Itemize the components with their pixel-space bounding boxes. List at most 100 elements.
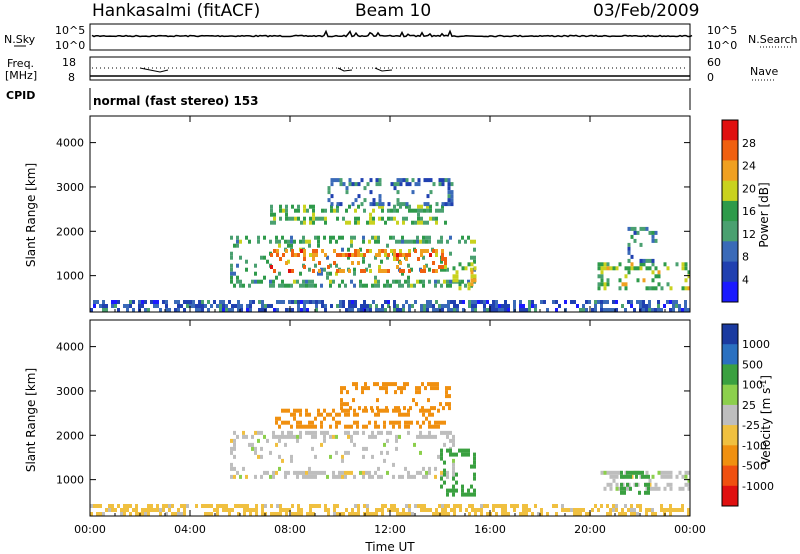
heatmap-cell — [470, 274, 474, 279]
heatmap-cell — [135, 512, 138, 516]
heatmap-cell — [426, 249, 429, 253]
heatmap-cell — [398, 239, 401, 244]
heatmap-cell — [359, 247, 362, 252]
heatmap-cell — [345, 186, 349, 191]
heatmap-cell — [263, 255, 266, 260]
heatmap-cell — [332, 408, 335, 413]
heatmap-cell — [353, 442, 356, 447]
heatmap-cell — [303, 216, 306, 221]
power-ylabel: Slant Range [km] — [24, 163, 38, 267]
heatmap-cell — [615, 482, 619, 487]
heatmap-cell — [324, 220, 327, 225]
heatmap-cell — [435, 208, 438, 213]
heatmap-cell — [249, 304, 252, 308]
heatmap-cell — [249, 512, 252, 516]
heatmap-cell — [432, 308, 435, 312]
heatmap-cell — [284, 420, 287, 425]
heatmap-cell — [279, 512, 282, 516]
heatmap-cell — [359, 279, 362, 284]
heatmap-cell — [473, 452, 476, 457]
heatmap-cell — [201, 308, 204, 312]
heatmap-cell — [663, 470, 667, 475]
heatmap-cell — [465, 508, 468, 512]
heatmap-cell — [408, 304, 411, 308]
heatmap-cell — [681, 504, 684, 508]
heatmap-cell — [417, 182, 421, 187]
heatmap-cell — [420, 253, 423, 257]
heatmap-cell — [336, 504, 339, 508]
heatmap-cell — [347, 434, 350, 439]
heatmap-cell — [687, 308, 690, 312]
heatmap-cell — [312, 220, 315, 225]
heatmap-cell — [669, 508, 672, 512]
heatmap-cell — [287, 239, 290, 244]
heatmap-cell — [435, 253, 438, 257]
heatmap-cell — [383, 442, 386, 447]
heatmap-cell — [279, 504, 282, 508]
heatmap-cell — [330, 194, 334, 199]
heatmap-cell — [311, 420, 314, 425]
heatmap-cell — [630, 254, 634, 259]
heatmap-cell — [396, 304, 399, 308]
heatmap-cell — [612, 478, 616, 483]
heatmap-cell — [555, 300, 558, 304]
heatmap-cell — [300, 508, 303, 512]
heatmap-cell — [618, 286, 622, 291]
heatmap-cell — [684, 266, 688, 271]
heatmap-cell — [657, 304, 660, 308]
heatmap-cell — [405, 204, 408, 209]
heatmap-cell — [403, 382, 406, 387]
heatmap-cell — [276, 308, 279, 312]
xtick-label: 04:00 — [174, 523, 206, 536]
heatmap-cell — [603, 266, 607, 271]
heatmap-cell — [260, 279, 263, 284]
heatmap-cell — [279, 216, 282, 221]
heatmap-cell — [303, 220, 306, 225]
heatmap-cell — [407, 424, 410, 429]
heatmap-cell — [299, 434, 302, 439]
heatmap-cell — [261, 508, 264, 512]
heatmap-cell — [507, 512, 510, 516]
heatmap-cell — [579, 508, 582, 512]
heatmap-cell — [365, 408, 368, 413]
heatmap-cell — [525, 512, 528, 516]
heatmap-cell — [318, 504, 321, 508]
heatmap-cell — [315, 300, 318, 304]
heatmap-cell — [362, 239, 365, 244]
heatmap-cell — [230, 255, 233, 260]
xtick-label: 08:00 — [274, 523, 306, 536]
heatmap-cell — [405, 257, 408, 261]
heatmap-cell — [239, 239, 242, 244]
heatmap-cell — [357, 204, 360, 209]
heatmap-cell — [336, 253, 339, 257]
heatmap-cell — [540, 512, 543, 516]
heatmap-cell — [99, 512, 102, 516]
heatmap-cell — [455, 274, 459, 279]
heatmap-cell — [422, 408, 425, 413]
heatmap-cell — [231, 304, 234, 308]
heatmap-cell — [348, 304, 351, 308]
heatmap-cell — [174, 308, 177, 312]
heatmap-cell — [445, 394, 448, 399]
heatmap-cell — [447, 308, 450, 312]
heatmap-cell — [339, 269, 342, 273]
heatmap-cell — [360, 178, 364, 183]
heatmap-cell — [414, 300, 417, 304]
heatmap-cell — [636, 266, 640, 271]
heatmap-cell — [513, 304, 516, 308]
heatmap-cell — [285, 508, 288, 512]
heatmap-cell — [345, 190, 349, 195]
heatmap-cell — [446, 488, 449, 493]
heatmap-cell — [684, 278, 688, 283]
heatmap-cell — [330, 304, 333, 308]
heatmap-cell — [222, 504, 225, 508]
heatmap-cell — [627, 246, 631, 251]
heatmap-cell — [287, 470, 290, 475]
heatmap-cell — [624, 274, 628, 279]
heatmap-cell — [323, 438, 326, 443]
heatmap-cell — [639, 258, 643, 263]
heatmap-cell — [165, 308, 168, 312]
heatmap-cell — [363, 304, 366, 308]
heatmap-cell — [329, 271, 332, 276]
